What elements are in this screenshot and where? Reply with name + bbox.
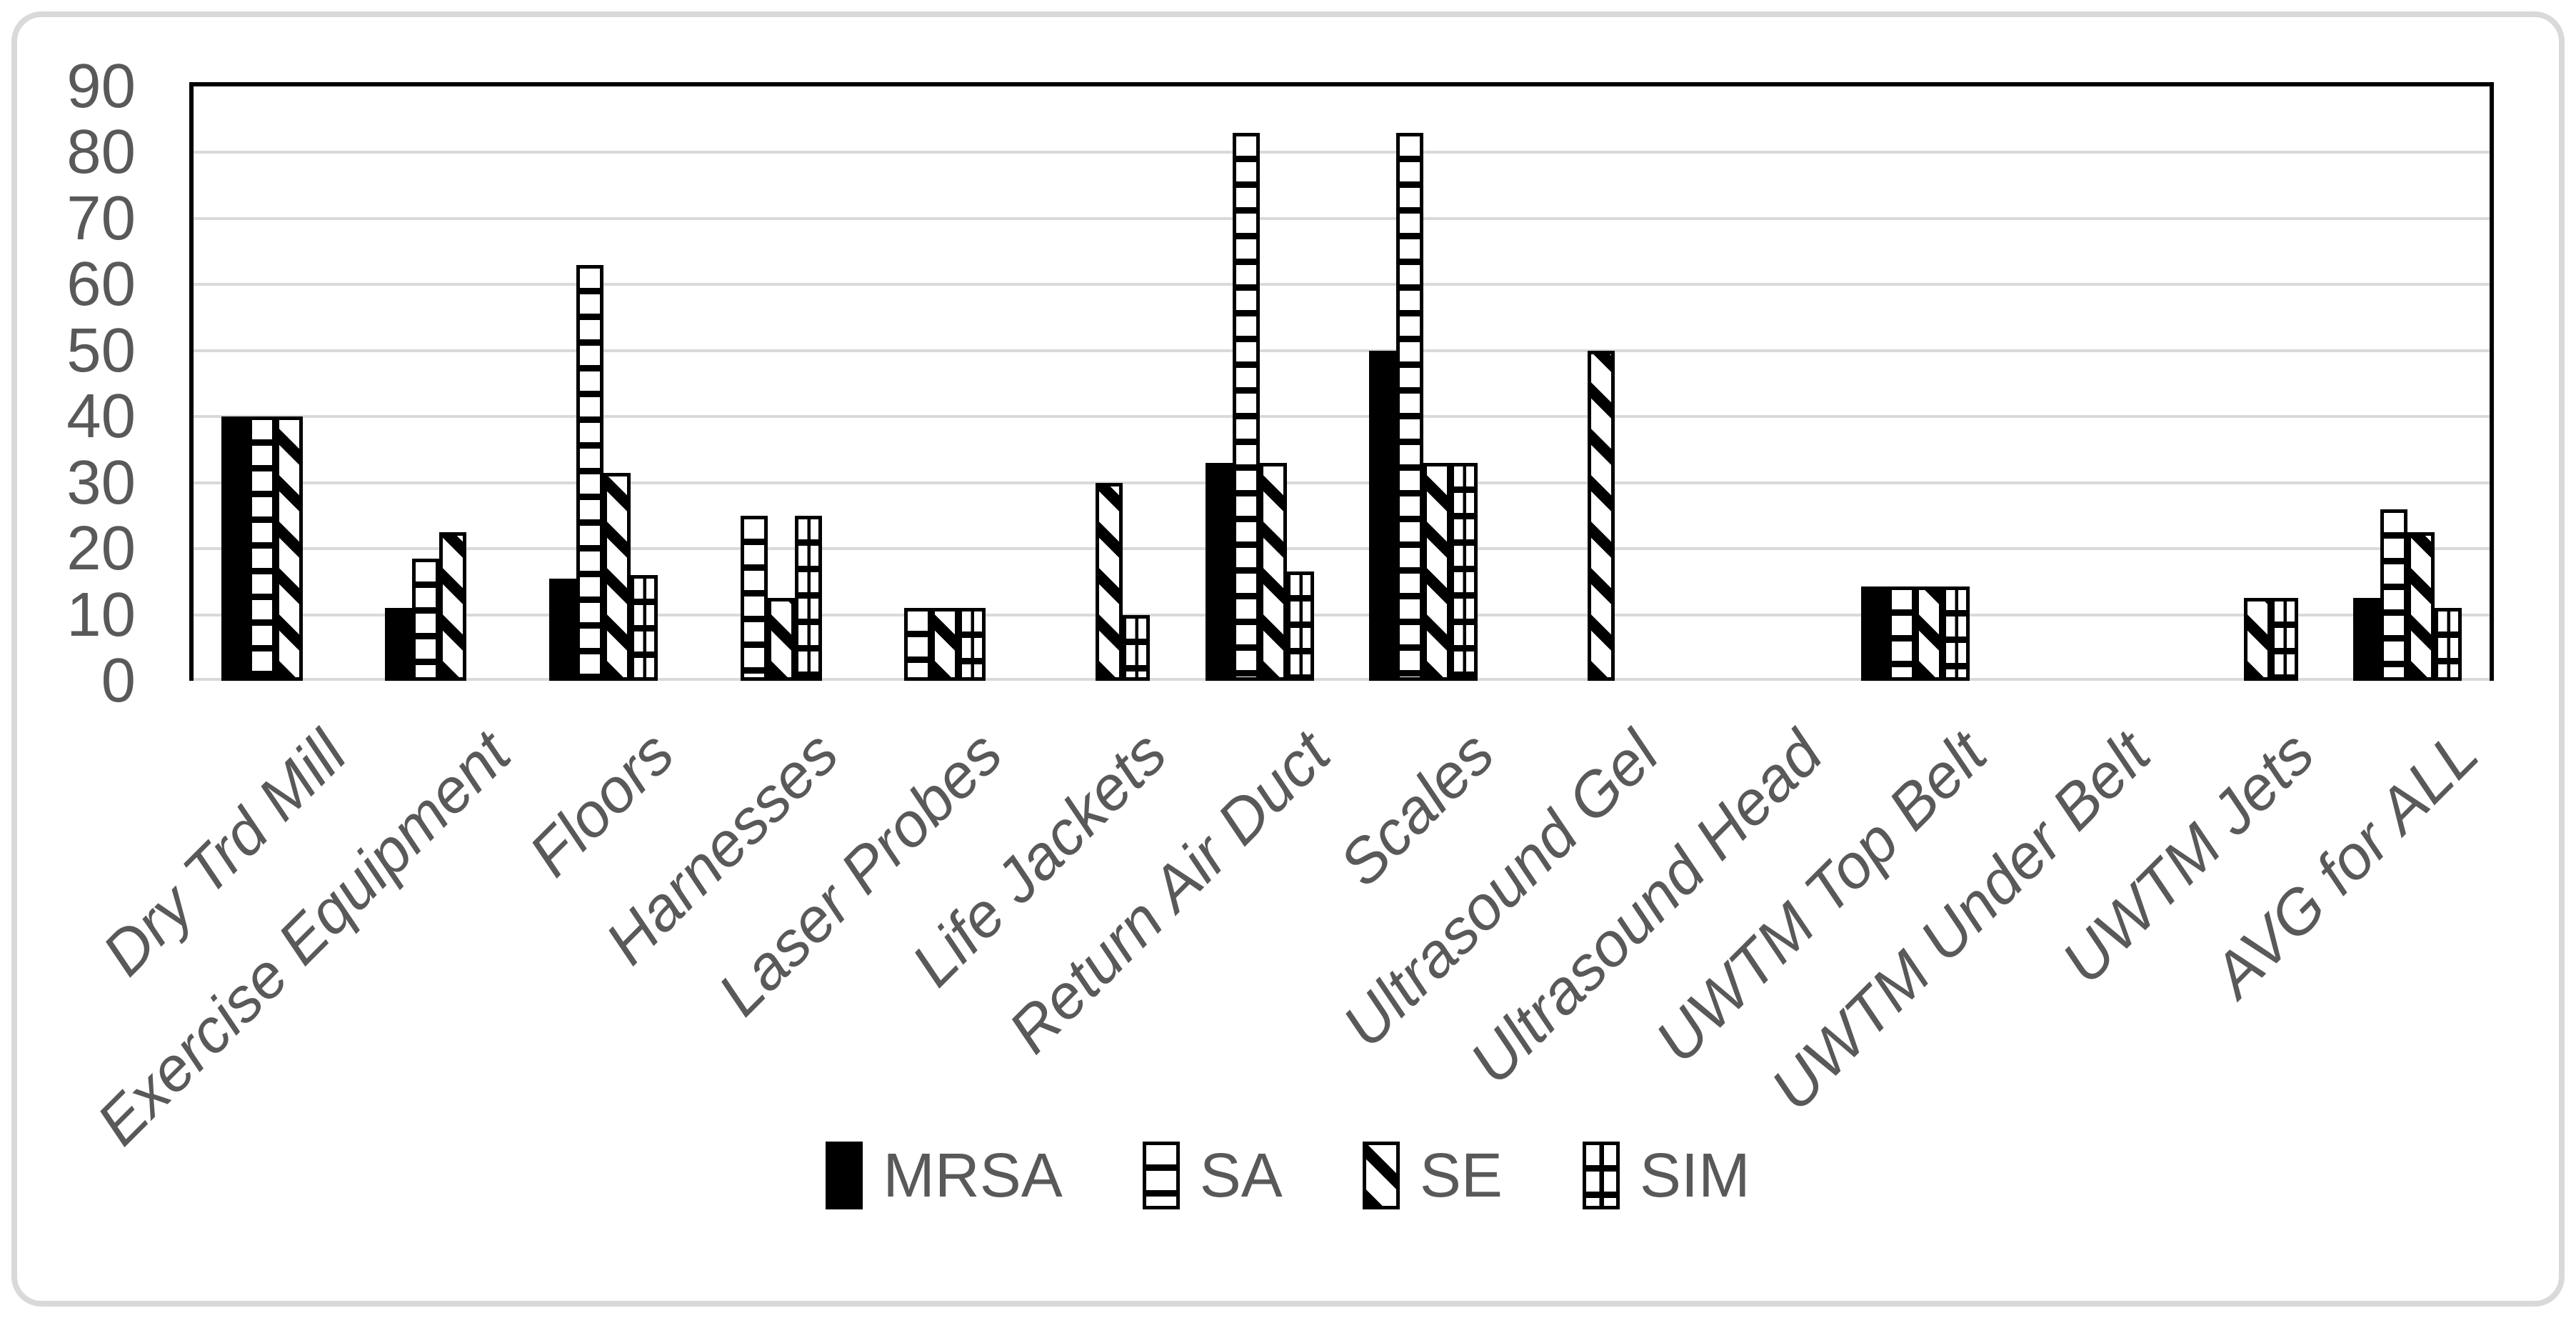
bar-sa-return-air-duct bbox=[1232, 132, 1260, 681]
y-tick-label-80: 80 bbox=[66, 117, 136, 187]
legend-label-sa: SA bbox=[1199, 1141, 1283, 1210]
y-tick-label-10: 10 bbox=[66, 579, 136, 649]
bar-se-dry-trd-mill bbox=[275, 416, 303, 681]
bar-mrsa-avg-for-all bbox=[2353, 598, 2381, 681]
bar-sim-uwtm-jets bbox=[2270, 598, 2298, 681]
gridline-20 bbox=[194, 547, 2490, 551]
bar-se-ultrasound-gel bbox=[1587, 350, 1615, 681]
bar-sim-harnesses bbox=[794, 515, 822, 681]
bar-se-uwtm-top-belt bbox=[1915, 586, 1943, 681]
legend-item-mrsa: MRSA bbox=[826, 1141, 1063, 1210]
bar-sa-dry-trd-mill bbox=[248, 416, 276, 681]
bar-se-exercise-equipment bbox=[439, 532, 467, 681]
y-tick-label-0: 0 bbox=[101, 646, 136, 715]
bar-se-laser-probes bbox=[931, 608, 959, 681]
bar-sa-laser-probes bbox=[904, 608, 932, 681]
legend-swatch-se-icon bbox=[1362, 1142, 1400, 1209]
bar-sa-scales bbox=[1396, 132, 1424, 681]
bar-mrsa-return-air-duct bbox=[1205, 462, 1233, 681]
bar-mrsa-floors bbox=[549, 578, 577, 681]
bar-sa-avg-for-all bbox=[2380, 509, 2408, 681]
bar-se-harnesses bbox=[767, 598, 795, 681]
gridline-40 bbox=[194, 415, 2490, 419]
y-axis-tick-labels: 0 10 20 30 40 50 60 70 80 90 bbox=[0, 0, 136, 1318]
legend: MRSA SA SE SIM bbox=[0, 1142, 2576, 1209]
bar-se-life-jackets bbox=[1096, 482, 1123, 681]
legend-label-sim: SIM bbox=[1639, 1141, 1750, 1210]
bar-mrsa-scales bbox=[1369, 350, 1397, 681]
bar-mrsa-exercise-equipment bbox=[385, 608, 413, 681]
legend-label-se: SE bbox=[1419, 1141, 1503, 1210]
legend-swatch-sa-icon bbox=[1142, 1142, 1180, 1209]
gridline-60 bbox=[194, 283, 2490, 286]
bar-sim-uwtm-top-belt bbox=[1943, 586, 1970, 681]
bar-sim-floors bbox=[631, 575, 658, 681]
y-tick-label-40: 40 bbox=[66, 381, 136, 451]
bar-se-return-air-duct bbox=[1259, 462, 1287, 681]
bar-se-avg-for-all bbox=[2407, 532, 2435, 681]
bar-sim-scales bbox=[1450, 462, 1478, 681]
bar-sa-floors bbox=[576, 264, 604, 681]
bar-sa-exercise-equipment bbox=[412, 558, 440, 681]
bar-sim-life-jackets bbox=[1123, 614, 1151, 681]
bar-sim-return-air-duct bbox=[1286, 571, 1314, 681]
y-tick-label-30: 30 bbox=[66, 447, 136, 517]
plot-area bbox=[189, 82, 2494, 681]
x-axis-line bbox=[194, 678, 2490, 681]
bar-sim-laser-probes bbox=[958, 608, 986, 681]
gridline-50 bbox=[194, 349, 2490, 352]
bar-se-floors bbox=[603, 472, 631, 681]
legend-label-mrsa: MRSA bbox=[883, 1141, 1063, 1210]
bar-sim-avg-for-all bbox=[2435, 608, 2462, 681]
gridline-10 bbox=[194, 613, 2490, 616]
y-tick-label-90: 90 bbox=[66, 51, 136, 121]
y-tick-label-50: 50 bbox=[66, 315, 136, 385]
bar-sa-harnesses bbox=[740, 515, 768, 681]
y-tick-label-20: 20 bbox=[66, 514, 136, 584]
bar-sa-uwtm-top-belt bbox=[1888, 586, 1916, 681]
x-label-laser-probes: Laser Probes bbox=[705, 718, 1016, 1029]
gridline-70 bbox=[194, 216, 2490, 220]
bar-mrsa-uwtm-top-belt bbox=[1861, 586, 1889, 681]
legend-item-sa: SA bbox=[1142, 1141, 1283, 1210]
y-tick-label-60: 60 bbox=[66, 249, 136, 319]
bar-se-scales bbox=[1423, 462, 1451, 681]
legend-item-sim: SIM bbox=[1582, 1141, 1750, 1210]
y-tick-label-70: 70 bbox=[66, 183, 136, 253]
legend-swatch-mrsa-icon bbox=[826, 1142, 863, 1209]
legend-item-se: SE bbox=[1362, 1141, 1503, 1210]
bar-se-uwtm-jets bbox=[2243, 598, 2271, 681]
chart-outer-frame bbox=[11, 11, 2565, 1307]
gridline-30 bbox=[194, 481, 2490, 484]
gridline-80 bbox=[194, 151, 2490, 154]
legend-swatch-sim-icon bbox=[1582, 1142, 1620, 1209]
bar-mrsa-dry-trd-mill bbox=[221, 416, 249, 681]
